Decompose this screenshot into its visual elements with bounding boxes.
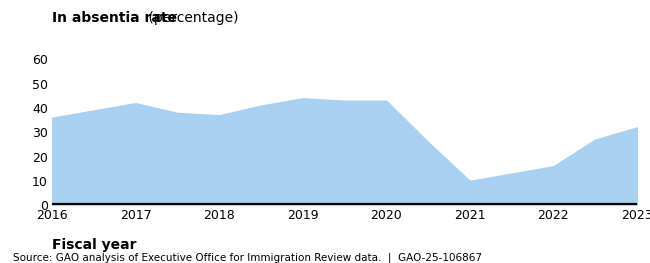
Text: (percentage): (percentage): [144, 11, 239, 24]
Text: Fiscal year: Fiscal year: [52, 239, 136, 252]
Text: Source: GAO analysis of Executive Office for Immigration Review data.  |  GAO-25: Source: GAO analysis of Executive Office…: [13, 252, 482, 263]
Text: In absentia rate: In absentia rate: [52, 11, 177, 24]
